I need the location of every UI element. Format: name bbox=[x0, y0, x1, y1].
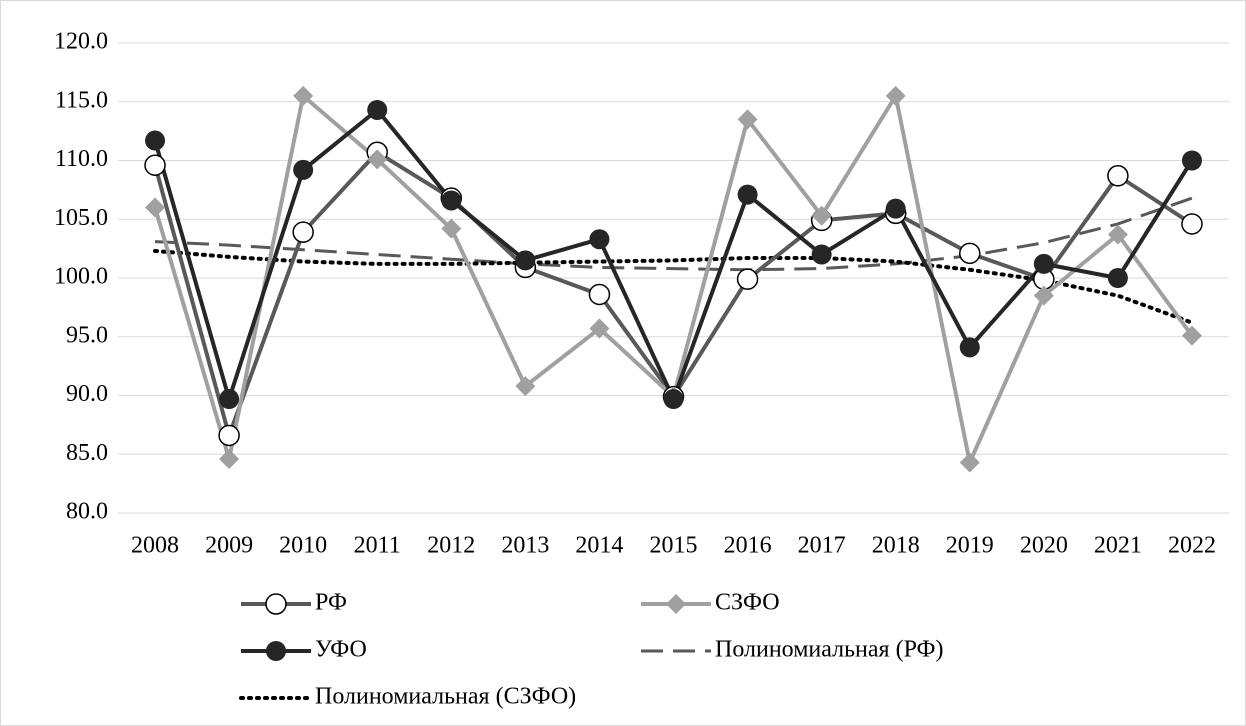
data-point bbox=[736, 268, 759, 290]
data-point bbox=[1107, 224, 1128, 245]
legend-marker bbox=[265, 593, 287, 615]
legend-label: Полиномиальная (РФ) bbox=[715, 637, 943, 663]
data-point bbox=[441, 218, 462, 239]
data-point bbox=[441, 190, 462, 211]
series-line bbox=[153, 248, 1194, 325]
data-point bbox=[885, 198, 906, 219]
data-point bbox=[515, 250, 536, 271]
x-tick-label: 2009 bbox=[205, 533, 253, 559]
x-tick-label: 2015 bbox=[650, 533, 698, 559]
x-tick-label: 2017 bbox=[798, 533, 846, 559]
data-point bbox=[737, 109, 758, 130]
data-point bbox=[1181, 325, 1202, 346]
data-point bbox=[663, 389, 684, 410]
data-point bbox=[1033, 253, 1054, 274]
data-point bbox=[1033, 285, 1054, 306]
data-point bbox=[811, 244, 832, 265]
data-point bbox=[1181, 213, 1203, 235]
data-point bbox=[589, 318, 610, 339]
x-tick-label: 2018 bbox=[872, 533, 920, 559]
data-point bbox=[885, 85, 906, 106]
x-tick-label: 2022 bbox=[1168, 533, 1216, 559]
data-point bbox=[1107, 268, 1128, 288]
data-point bbox=[218, 424, 240, 447]
y-tick-label: 105.0 bbox=[54, 205, 108, 231]
data-point bbox=[367, 99, 388, 120]
data-point bbox=[811, 205, 832, 226]
y-tick-label: 90.0 bbox=[66, 381, 108, 407]
data-point bbox=[367, 149, 388, 170]
y-tick-label: 110.0 bbox=[55, 146, 108, 172]
legend-marker bbox=[266, 641, 286, 661]
data-point bbox=[145, 130, 166, 151]
y-tick-label: 115.0 bbox=[55, 87, 108, 113]
y-tick-label: 100.0 bbox=[54, 264, 108, 290]
series-line bbox=[154, 196, 1193, 272]
legend-label: СЗФО bbox=[715, 590, 780, 616]
data-point bbox=[293, 159, 314, 180]
data-point bbox=[293, 85, 314, 106]
data-point bbox=[959, 242, 981, 265]
x-tick-label: 2010 bbox=[279, 533, 327, 559]
legend-label: РФ bbox=[315, 590, 347, 616]
data-point bbox=[292, 221, 314, 243]
data-point bbox=[219, 448, 240, 469]
data-point bbox=[959, 452, 980, 473]
data-point bbox=[144, 154, 166, 176]
legend-marker bbox=[666, 594, 686, 614]
x-tick-label: 2011 bbox=[354, 533, 401, 559]
x-tick-label: 2021 bbox=[1094, 533, 1142, 559]
x-tick-label: 2013 bbox=[501, 533, 549, 559]
data-point bbox=[589, 229, 610, 250]
series-line bbox=[153, 107, 1194, 402]
y-tick-label: 85.0 bbox=[66, 440, 108, 466]
x-tick-label: 2019 bbox=[946, 533, 994, 559]
data-point bbox=[219, 389, 240, 410]
data-point bbox=[737, 184, 758, 205]
x-tick-label: 2014 bbox=[575, 533, 623, 559]
y-tick-label: 80.0 bbox=[66, 499, 108, 525]
x-tick-label: 2012 bbox=[427, 533, 475, 559]
legend-label: УФО bbox=[315, 637, 367, 663]
data-point bbox=[588, 283, 611, 306]
data-point bbox=[145, 197, 166, 218]
x-tick-label: 2008 bbox=[131, 533, 179, 559]
data-point bbox=[1107, 165, 1129, 187]
data-point bbox=[959, 337, 980, 358]
data-point bbox=[1181, 150, 1202, 171]
x-tick-label: 2016 bbox=[724, 533, 772, 559]
x-tick-label: 2020 bbox=[1020, 533, 1068, 559]
legend-label: Полиномиальная (СЗФО) bbox=[315, 684, 576, 710]
data-point bbox=[515, 376, 536, 397]
y-tick-label: 120.0 bbox=[54, 29, 108, 55]
y-tick-label: 95.0 bbox=[66, 322, 108, 348]
